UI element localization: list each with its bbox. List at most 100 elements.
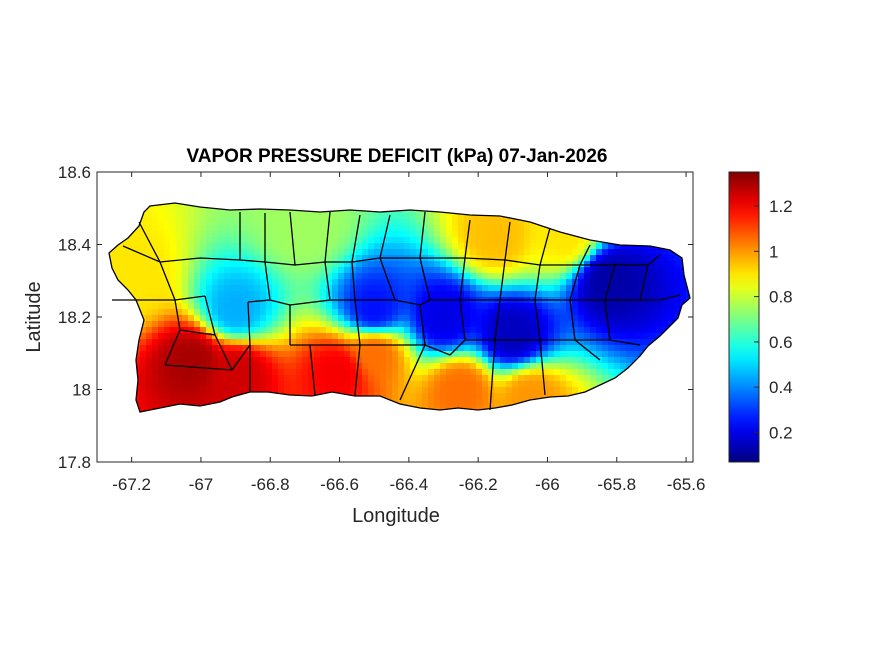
vpd-cell: [284, 213, 291, 220]
vpd-cell: [470, 309, 477, 316]
vpd-cell: [278, 315, 285, 322]
vpd-cell: [512, 255, 519, 262]
vpd-cell: [206, 225, 213, 232]
vpd-cell: [404, 387, 411, 394]
vpd-cell: [290, 375, 297, 382]
vpd-cell: [398, 225, 405, 232]
vpd-cell: [338, 345, 345, 352]
vpd-cell: [656, 303, 663, 310]
vpd-cell: [290, 351, 297, 358]
vpd-cell: [608, 267, 615, 274]
vpd-cell: [464, 285, 471, 292]
vpd-cell: [170, 285, 177, 292]
vpd-cell: [608, 249, 615, 256]
vpd-cell: [638, 321, 645, 328]
vpd-cell: [452, 375, 459, 382]
vpd-cell: [326, 285, 333, 292]
vpd-cell: [446, 357, 453, 364]
vpd-cell: [128, 249, 135, 256]
vpd-cell: [560, 303, 567, 310]
vpd-cell: [428, 345, 435, 352]
vpd-cell: [662, 273, 669, 280]
vpd-cell: [386, 363, 393, 370]
vpd-cell: [158, 309, 165, 316]
vpd-cell: [572, 345, 579, 352]
vpd-cell: [344, 285, 351, 292]
vpd-cell: [212, 237, 219, 244]
vpd-cell: [542, 363, 549, 370]
vpd-cell: [368, 225, 375, 232]
vpd-cell: [188, 321, 195, 328]
vpd-cell: [536, 345, 543, 352]
vpd-cell: [302, 345, 309, 352]
vpd-cell: [644, 273, 651, 280]
vpd-cell: [248, 351, 255, 358]
vpd-cell: [410, 363, 417, 370]
vpd-cell: [434, 387, 441, 394]
vpd-cell: [176, 291, 183, 298]
vpd-cell: [170, 345, 177, 352]
vpd-cell: [572, 387, 579, 394]
colorbar-tick-label: 0.8: [769, 288, 793, 307]
vpd-cell: [668, 297, 675, 304]
vpd-cell: [224, 267, 231, 274]
vpd-cell: [506, 381, 513, 388]
vpd-cell: [608, 339, 615, 346]
vpd-cell: [248, 273, 255, 280]
vpd-cell: [482, 225, 489, 232]
vpd-cell: [674, 291, 681, 298]
vpd-cell: [638, 333, 645, 340]
colorbar-tick-label: 0.4: [769, 378, 793, 397]
vpd-cell: [266, 261, 273, 268]
vpd-cell: [410, 387, 417, 394]
vpd-cell: [278, 363, 285, 370]
vpd-cell: [602, 291, 609, 298]
vpd-cell: [344, 321, 351, 328]
vpd-cell: [320, 261, 327, 268]
vpd-cell: [380, 357, 387, 364]
vpd-cell: [368, 273, 375, 280]
vpd-cell: [182, 333, 189, 340]
vpd-cell: [266, 273, 273, 280]
vpd-cell: [386, 303, 393, 310]
vpd-cell: [398, 327, 405, 334]
vpd-cell: [500, 345, 507, 352]
vpd-cell: [140, 309, 147, 316]
vpd-cell: [548, 357, 555, 364]
vpd-cell: [344, 345, 351, 352]
vpd-cell: [296, 381, 303, 388]
vpd-cell: [260, 285, 267, 292]
vpd-cell: [452, 393, 459, 400]
vpd-cell: [536, 351, 543, 358]
vpd-cell: [572, 303, 579, 310]
x-tick-label: -65.8: [597, 475, 636, 494]
vpd-cell: [530, 381, 537, 388]
vpd-cell: [452, 357, 459, 364]
vpd-cell: [536, 387, 543, 394]
vpd-cell: [344, 315, 351, 322]
vpd-cell: [464, 369, 471, 376]
vpd-cell: [668, 291, 675, 298]
vpd-cell: [230, 291, 237, 298]
vpd-cell: [296, 315, 303, 322]
vpd-cell: [380, 381, 387, 388]
vpd-cell: [362, 267, 369, 274]
vpd-cell: [566, 273, 573, 280]
vpd-cell: [500, 333, 507, 340]
vpd-cell: [590, 279, 597, 286]
vpd-cell: [518, 291, 525, 298]
vpd-cell: [428, 363, 435, 370]
vpd-cell: [374, 279, 381, 286]
vpd-cell: [152, 303, 159, 310]
vpd-cell: [242, 345, 249, 352]
vpd-cell: [596, 267, 603, 274]
vpd-cell: [524, 381, 531, 388]
vpd-cell: [542, 369, 549, 376]
vpd-cell: [374, 309, 381, 316]
vpd-cell: [524, 339, 531, 346]
vpd-cell: [188, 291, 195, 298]
vpd-cell: [308, 345, 315, 352]
vpd-cell: [236, 237, 243, 244]
vpd-cell: [284, 303, 291, 310]
vpd-cell: [596, 279, 603, 286]
